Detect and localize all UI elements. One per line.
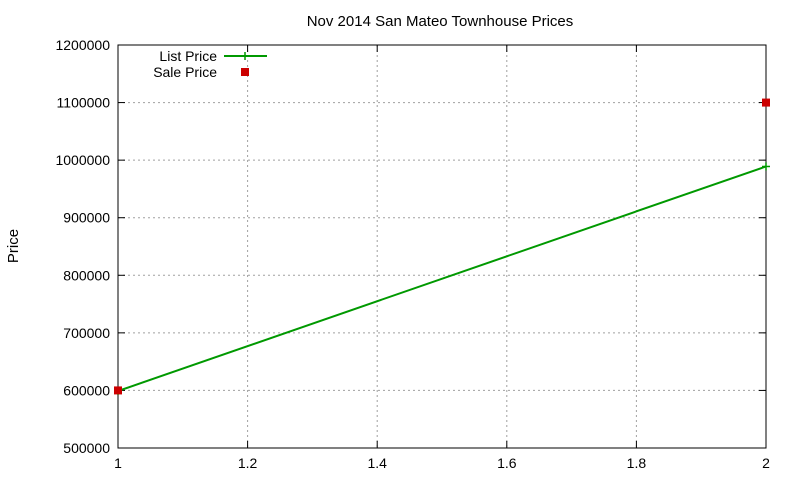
y-tick-label: 900000 <box>63 210 110 226</box>
x-tick-label: 1.4 <box>367 455 387 471</box>
chart-title: Nov 2014 San Mateo Townhouse Prices <box>307 13 574 30</box>
y-axis-label: Price <box>5 229 22 263</box>
y-tick-label: 500000 <box>63 440 110 456</box>
y-tick-label: 600000 <box>63 382 110 398</box>
legend-marker-list-price <box>241 52 249 60</box>
legend-label-list-price: List Price <box>159 48 217 64</box>
x-tick-label: 1.6 <box>497 455 517 471</box>
legend-marker-sale-price <box>241 68 249 76</box>
sale-price-point <box>114 386 122 395</box>
y-tick-label: 700000 <box>63 325 110 341</box>
list-price-line <box>117 165 767 392</box>
sale-price-point <box>762 98 770 107</box>
y-tick-label: 800000 <box>63 267 110 283</box>
plot-frame <box>117 44 767 449</box>
x-tick-label: 1 <box>114 455 122 471</box>
x-tick-label: 1.8 <box>627 455 647 471</box>
y-tick-label: 1100000 <box>57 95 111 111</box>
list-price-point <box>762 162 770 171</box>
y-tick-label: 1200000 <box>55 37 110 53</box>
x-tick-label: 1.2 <box>238 455 258 471</box>
legend-label-sale-price: Sale Price <box>153 64 217 80</box>
series-layer <box>114 98 770 396</box>
x-tick-label: 2 <box>762 455 770 471</box>
grid <box>118 45 766 448</box>
y-tick-label: 1000000 <box>55 152 110 168</box>
axis-ticks: 500000 600000 700000 800000 900000 1000000 110… <box>55 37 770 471</box>
